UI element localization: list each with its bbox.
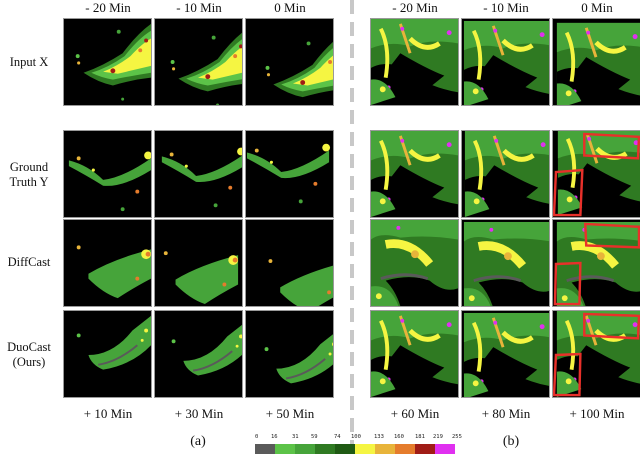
sublabel-a: (a) bbox=[190, 434, 206, 449]
row-label-gt-line2: Truth Y bbox=[9, 175, 49, 189]
colorbar-tick: 59 bbox=[311, 434, 318, 440]
colorbar-swatch bbox=[315, 444, 335, 454]
highlight-box bbox=[583, 312, 640, 340]
row-label-duocast-line1: DuoCast bbox=[7, 340, 51, 354]
panel-a-input-0 bbox=[245, 18, 334, 106]
highlight-box bbox=[583, 132, 640, 160]
bottom-label-a-plus10: + 10 Min bbox=[83, 406, 133, 421]
colorbar-swatch bbox=[255, 444, 275, 454]
colorbar-ticks: 0 16 31 59 74 100 133 160 181 219 255 bbox=[252, 434, 482, 444]
panel-a-duocast-plus50 bbox=[245, 310, 334, 398]
row-label-gt-line1: Ground bbox=[9, 160, 49, 174]
row-label-duocast-line2: (Ours) bbox=[12, 355, 46, 369]
panel-b-duocast-plus100 bbox=[552, 310, 640, 398]
bottom-label-b-plus100: + 100 Min bbox=[569, 406, 625, 421]
colorbar-tick: 0 bbox=[255, 434, 259, 440]
col-header-b-0: 0 Min bbox=[581, 0, 613, 15]
colorbar-swatch bbox=[395, 444, 415, 454]
bottom-label-a-plus30: + 30 Min bbox=[174, 406, 224, 421]
bottom-label-b-plus80: + 80 Min bbox=[481, 406, 531, 421]
row-label-input: Input X bbox=[0, 55, 58, 70]
colorbar-swatch bbox=[375, 444, 395, 454]
highlight-box bbox=[583, 222, 640, 249]
colorbar-swatch bbox=[415, 444, 435, 454]
row-label-input-text: Input X bbox=[9, 55, 49, 69]
panel-b-gt-plus80 bbox=[461, 130, 550, 218]
panel-b-input-0 bbox=[552, 18, 640, 106]
colorbar-tick: 100 bbox=[351, 434, 361, 440]
panel-a-diffcast-plus30 bbox=[154, 219, 243, 307]
colorbar-tick: 133 bbox=[374, 434, 384, 440]
panel-a-gt-plus10 bbox=[63, 130, 152, 218]
panel-b-duocast-plus60 bbox=[370, 310, 459, 398]
colorbar-tick: 160 bbox=[394, 434, 404, 440]
colorbar-swatch bbox=[275, 444, 295, 454]
bottom-label-b-plus60: + 60 Min bbox=[390, 406, 440, 421]
col-header-a-minus20: - 20 Min bbox=[85, 0, 131, 15]
panel-a-gt-plus30 bbox=[154, 130, 243, 218]
colorbar-tick: 16 bbox=[271, 434, 278, 440]
row-label-diffcast-text: DiffCast bbox=[7, 255, 51, 269]
colorbar-tick: 219 bbox=[433, 434, 443, 440]
colorbar bbox=[255, 444, 455, 454]
panel-b-gt-plus60 bbox=[370, 130, 459, 218]
highlight-box bbox=[553, 261, 582, 306]
panel-a-gt-plus50 bbox=[245, 130, 334, 218]
colorbar-swatch bbox=[335, 444, 355, 454]
row-label-ground-truth: Ground Truth Y bbox=[0, 160, 58, 190]
colorbar-swatch bbox=[295, 444, 315, 454]
row-label-diffcast: DiffCast bbox=[0, 255, 58, 270]
panel-b-gt-plus100 bbox=[552, 130, 640, 218]
col-header-a-minus10: - 10 Min bbox=[176, 0, 222, 15]
bottom-label-a-plus50: + 50 Min bbox=[265, 406, 315, 421]
panel-a-input-minus10 bbox=[154, 18, 243, 106]
panel-a-duocast-plus30 bbox=[154, 310, 243, 398]
highlight-box bbox=[553, 352, 582, 397]
panel-b-diffcast-plus100 bbox=[552, 219, 640, 307]
panel-a-duocast-plus10 bbox=[63, 310, 152, 398]
panel-a-input-minus20 bbox=[63, 18, 152, 106]
row-label-duocast: DuoCast (Ours) bbox=[0, 340, 58, 370]
colorbar-tick: 255 bbox=[452, 434, 462, 440]
col-header-b-minus10: - 10 Min bbox=[483, 0, 529, 15]
panel-a-diffcast-plus10 bbox=[63, 219, 152, 307]
col-header-b-minus20: - 20 Min bbox=[392, 0, 438, 15]
colorbar-tick: 74 bbox=[334, 434, 341, 440]
panel-a-diffcast-plus50 bbox=[245, 219, 334, 307]
colorbar-swatch bbox=[355, 444, 375, 454]
panel-b-duocast-plus80 bbox=[461, 310, 550, 398]
colorbar-tick: 181 bbox=[415, 434, 425, 440]
colorbar-swatch bbox=[435, 444, 455, 454]
highlight-box bbox=[553, 168, 584, 217]
panel-b-diffcast-plus60 bbox=[370, 219, 459, 307]
dashed-separator bbox=[350, 0, 354, 460]
colorbar-tick: 31 bbox=[292, 434, 299, 440]
sublabel-b: (b) bbox=[502, 434, 520, 449]
panel-b-input-minus20 bbox=[370, 18, 459, 106]
col-header-a-0: 0 Min bbox=[274, 0, 306, 15]
panel-b-diffcast-plus80 bbox=[461, 219, 550, 307]
panel-b-input-minus10 bbox=[461, 18, 550, 106]
